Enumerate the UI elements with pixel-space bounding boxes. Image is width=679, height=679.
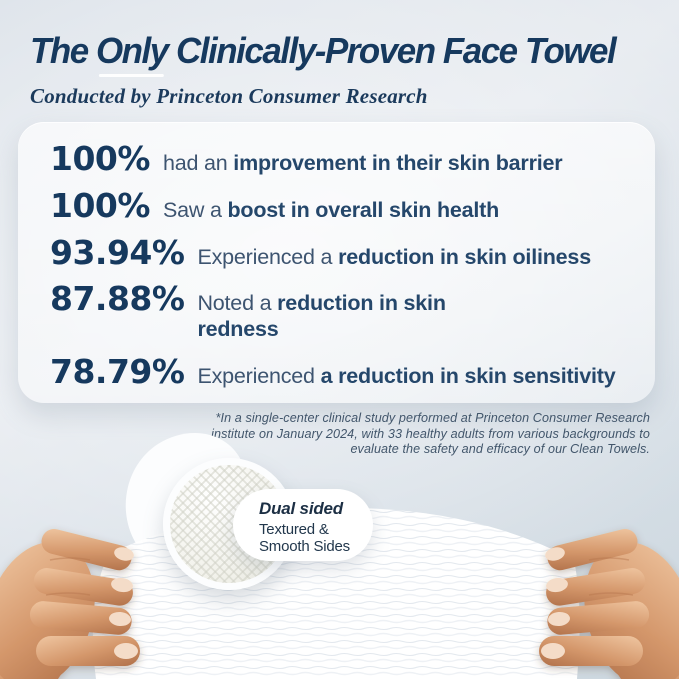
title-pre: The [30, 30, 96, 71]
left-hand [0, 529, 140, 679]
title-post: Clinically-Proven Face Towel [167, 30, 617, 71]
stat-row: 87.88% Noted a reduction in skin redness [50, 282, 631, 342]
stat-lead: Noted a [197, 291, 272, 316]
stat-description: Saw a boost in overall skin health [163, 198, 499, 223]
stat-value: 93.94% [50, 232, 185, 272]
stat-row: 100% had an improvement in their skin ba… [50, 142, 631, 176]
stat-value: 78.79% [50, 351, 185, 391]
stats-card: 100% had an improvement in their skin ba… [18, 122, 655, 403]
stat-description: Noted a reduction in skin redness [197, 291, 507, 342]
stat-value: 100% [50, 185, 150, 225]
stat-value: 87.88% [50, 279, 185, 319]
right-hand [539, 529, 679, 679]
footnote-line: evaluate the safety and efficacy of our … [350, 442, 650, 457]
stat-emphasis: improvement in their skin barrier [233, 151, 563, 175]
stat-emphasis: reduction in skin redness [197, 291, 446, 341]
title-underlined-word: Only [95, 30, 169, 71]
footnote-line: institute on January 2024, with 33 healt… [211, 426, 650, 441]
towel-photo-scene: Dual sided Textured & Smooth Sides [0, 430, 679, 679]
stat-emphasis: a reduction in skin sensitivity [320, 363, 616, 388]
callout-line: Textured & [259, 521, 329, 538]
stat-description: Experienced a reduction in skin oiliness [197, 245, 591, 270]
footnote-line: *In a single-center clinical study perfo… [215, 411, 650, 425]
stat-row: 100% Saw a boost in overall skin health [50, 189, 631, 223]
stat-value: 100% [50, 139, 150, 178]
study-footnote: *In a single-center clinical study perfo… [190, 411, 650, 458]
stat-emphasis: reduction in skin oiliness [338, 244, 591, 269]
header: The Only Clinically-Proven Face Towel Co… [30, 30, 670, 109]
callout-line: Smooth Sides [259, 538, 350, 555]
stat-description: Experienced a reduction in skin sensitiv… [197, 364, 615, 389]
stat-row: 78.79% Experienced a reduction in skin s… [50, 355, 631, 389]
stat-row: 93.94% Experienced a reduction in skin o… [50, 236, 631, 270]
stat-emphasis: boost in overall skin health [227, 197, 500, 222]
callout-title: Dual sided [259, 499, 343, 518]
stat-lead: Saw a [162, 197, 222, 222]
stat-description: had an improvement in their skin barrier [162, 151, 563, 176]
subtitle: Conducted by Princeton Consumer Research [30, 84, 428, 109]
stat-lead: Experienced [197, 363, 315, 388]
stat-lead: Experienced a [197, 244, 333, 269]
page-title: The Only Clinically-Proven Face Towel [30, 30, 651, 71]
dual-sided-callout: Dual sided Textured & Smooth Sides [233, 489, 373, 561]
stat-lead: had an [162, 151, 228, 175]
